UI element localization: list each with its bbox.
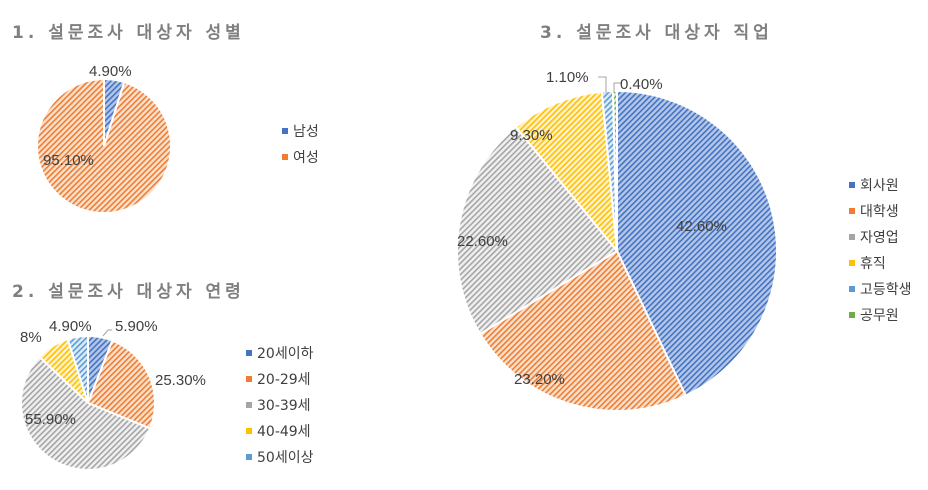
legend-age: 20세이하 20-29세 30-39세 40-49세 50세이상 <box>246 340 313 470</box>
legend-label: 공무원 <box>860 308 899 324</box>
legend-swatch-lightblue-icon <box>849 286 855 292</box>
data-label: 4.90% <box>49 318 92 335</box>
legend-label: 50세이상 <box>257 450 314 466</box>
data-label: 22.60% <box>457 233 508 250</box>
data-label: 5.90% <box>115 318 158 335</box>
pie-slice <box>514 90 619 255</box>
legend-label: 30-39세 <box>257 398 311 414</box>
legend-job: 회사원 대학생 자영업 휴직 고등학생 공무원 <box>849 172 912 328</box>
legend-label: 40-49세 <box>257 424 311 440</box>
legend-item-20s: 20-29세 <box>246 366 313 392</box>
legend-item-office-worker: 회사원 <box>849 172 912 198</box>
legend-label: 남성 <box>293 124 319 140</box>
pie-slice <box>36 77 172 214</box>
pie-slice <box>478 249 687 412</box>
legend-item-40s: 40-49세 <box>246 418 313 444</box>
legend-label: 자영업 <box>860 230 899 246</box>
pie-slice <box>456 125 619 336</box>
data-label: 9.30% <box>510 127 553 144</box>
leader-line <box>613 82 621 93</box>
legend-label: 여성 <box>293 150 319 166</box>
legend-gender: 남성 여성 <box>282 118 319 170</box>
legend-item-male: 남성 <box>282 118 319 144</box>
data-label: 23.20% <box>514 371 565 388</box>
legend-swatch-green-icon <box>849 312 855 318</box>
legend-swatch-blue-icon <box>282 128 288 134</box>
chart-title-gender: 1. 설문조사 대상자 성별 <box>12 23 245 43</box>
legend-item-on-leave: 휴직 <box>849 250 912 276</box>
legend-item-over50: 50세이상 <box>246 444 313 470</box>
data-label: 1.10% <box>546 69 589 86</box>
legend-label: 20-29세 <box>257 372 311 388</box>
legend-label: 회사원 <box>860 178 899 194</box>
pie-chart-age: 5.90% 25.30% 55.90% 8% 4.90% <box>20 318 206 471</box>
legend-swatch-yellow-icon <box>246 428 252 434</box>
legend-item-university-student: 대학생 <box>849 198 912 224</box>
pie-slice <box>611 89 618 252</box>
legend-label: 20세이하 <box>257 346 314 362</box>
legend-swatch-orange-icon <box>849 208 855 214</box>
legend-swatch-orange-icon <box>282 154 288 160</box>
legend-swatch-yellow-icon <box>849 260 855 266</box>
legend-item-civil-servant: 공무원 <box>849 302 912 328</box>
pie-slice <box>20 355 152 471</box>
data-label: 8% <box>20 329 42 346</box>
data-label: 0.40% <box>620 76 663 93</box>
legend-item-30s: 30-39세 <box>246 392 313 418</box>
chart-title-job: 3. 설문조사 대상자 직업 <box>540 23 773 43</box>
legend-swatch-gray-icon <box>246 402 252 408</box>
data-label: 95.10% <box>43 152 94 169</box>
pie-chart-gender: 4.90% 95.10% <box>36 63 172 214</box>
legend-label: 고등학생 <box>860 282 912 298</box>
legend-swatch-gray-icon <box>849 234 855 240</box>
pie-slice <box>616 89 778 397</box>
legend-label: 휴직 <box>860 256 886 272</box>
pie-slice <box>86 339 156 430</box>
legend-item-under20: 20세이하 <box>246 340 313 366</box>
data-label: 42.60% <box>676 218 727 235</box>
legend-label: 대학생 <box>860 204 899 220</box>
legend-swatch-blue-icon <box>849 182 855 188</box>
legend-swatch-blue-icon <box>246 350 252 356</box>
data-label: 55.90% <box>25 411 76 428</box>
legend-item-female: 여성 <box>282 144 319 170</box>
legend-swatch-orange-icon <box>246 376 252 382</box>
legend-swatch-lightblue-icon <box>246 454 252 460</box>
chart-title-age: 2. 설문조사 대상자 연령 <box>12 282 245 302</box>
data-label: 25.30% <box>155 372 206 389</box>
legend-item-self-employed: 자영업 <box>849 224 912 250</box>
data-label: 4.90% <box>89 63 132 80</box>
pie-chart-job: 42.60% 23.20% 22.60% 9.30% 1.10% 0.40% <box>456 69 778 412</box>
leader-line <box>102 329 112 337</box>
pie-slice <box>66 334 89 404</box>
legend-item-high-school-student: 고등학생 <box>849 276 912 302</box>
leader-line <box>598 76 607 93</box>
